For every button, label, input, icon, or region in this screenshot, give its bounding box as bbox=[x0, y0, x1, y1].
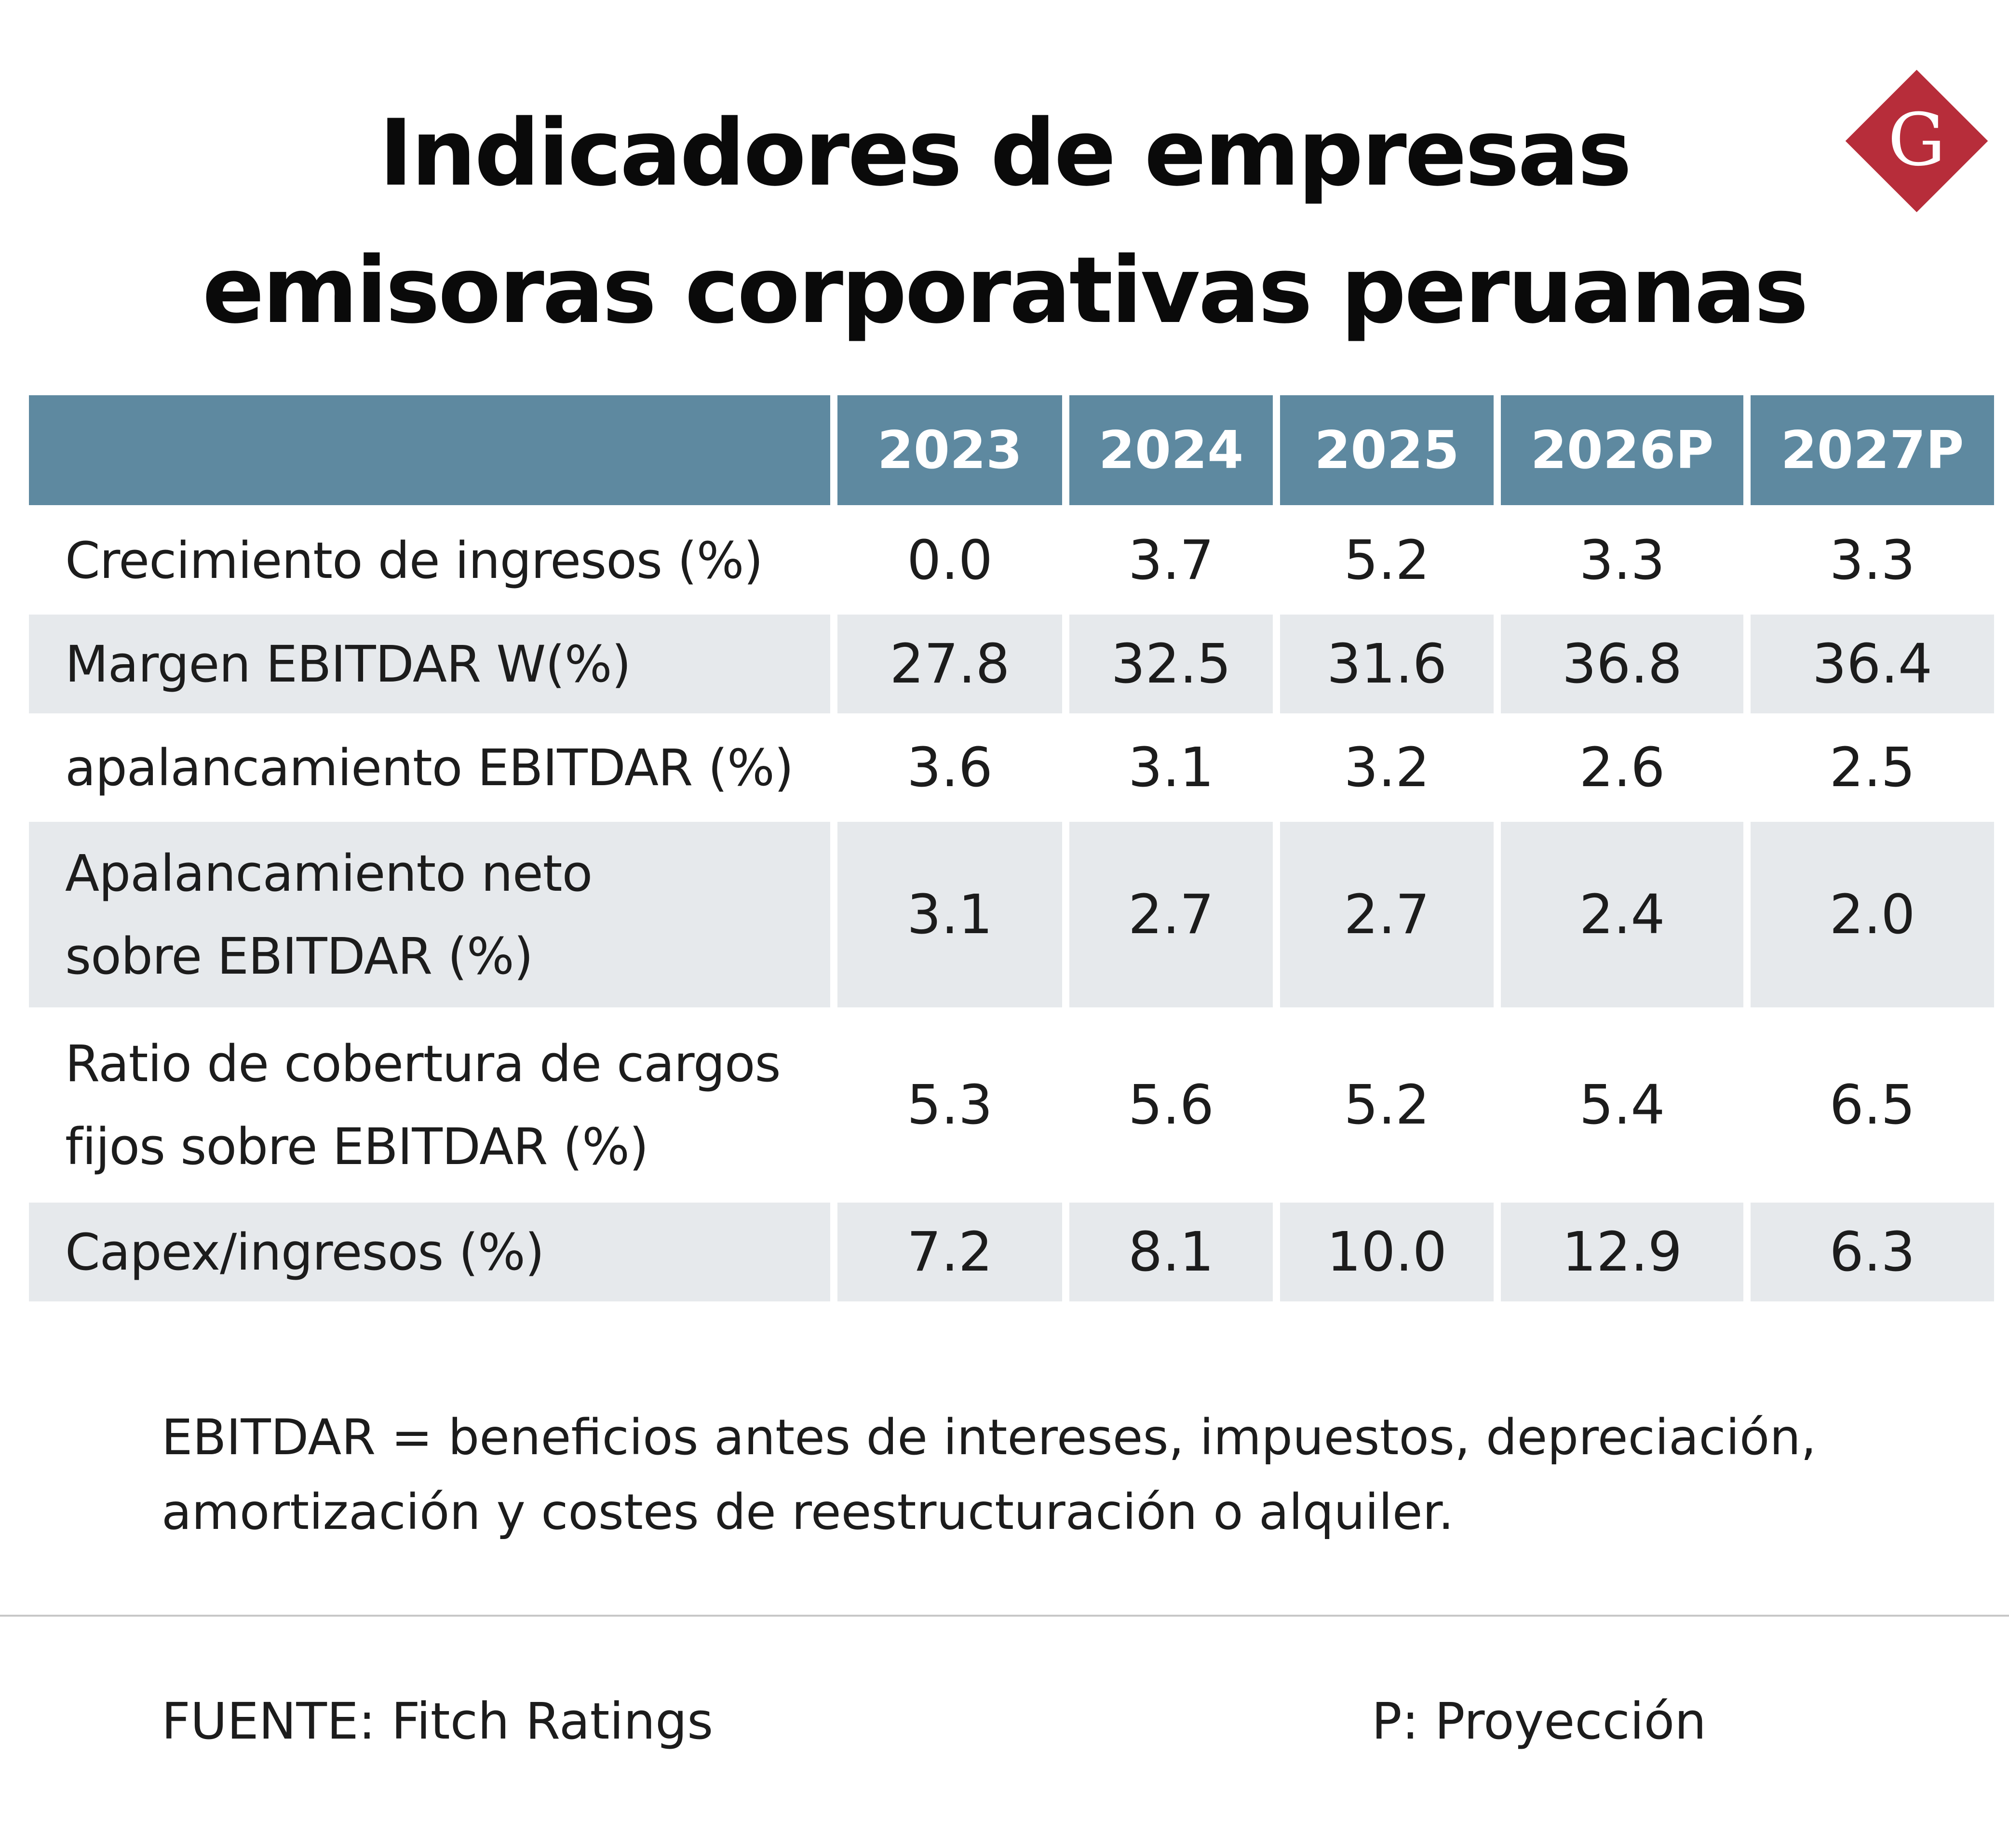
column-header-2026p: 2026P bbox=[1501, 395, 1743, 505]
table-cell-r2-2023: 27.8 bbox=[837, 615, 1062, 713]
header-label-cell bbox=[29, 395, 830, 505]
table-cell-r4-2024: 2.7 bbox=[1069, 822, 1273, 1007]
footnote-line-2: amortización y costes de reestructuració… bbox=[162, 1484, 1454, 1541]
table-cell-r3-2023: 3.6 bbox=[906, 736, 993, 799]
table-cell-r6-2024: 8.1 bbox=[1069, 1203, 1273, 1301]
table-cell-r6-2027p: 6.3 bbox=[1751, 1203, 1994, 1301]
table-cell-r2-2024: 32.5 bbox=[1069, 615, 1273, 713]
diamond-g-logo: G bbox=[1845, 69, 1988, 213]
table-cell-r6-2023: 7.2 bbox=[837, 1203, 1062, 1301]
table-cell-r1-2026p: 3.3 bbox=[1579, 529, 1665, 592]
footnote: EBITDAR = beneficios antes de intereses,… bbox=[162, 1400, 1897, 1550]
row-label-2: Margen EBITDAR W(%) bbox=[29, 615, 830, 713]
table-cell-r1-2024: 3.7 bbox=[1128, 529, 1214, 592]
table-cell-r1-2027p: 3.3 bbox=[1829, 529, 1915, 592]
table-cell-r4-2025: 2.7 bbox=[1280, 822, 1494, 1007]
table-cell-r3-2024: 3.1 bbox=[1128, 736, 1214, 799]
indicators-table: 2023 2024 2025 2026P 2027P Crecimiento de ing… bbox=[29, 395, 1994, 1311]
footnote-line-1: EBITDAR = beneficios antes de intereses,… bbox=[162, 1409, 1817, 1466]
table-cell-r5-2026p: 5.4 bbox=[1579, 1073, 1665, 1137]
row-label-4: Apalancamiento neto sobre EBITDAR (%) bbox=[29, 822, 830, 1007]
row-label-1: Crecimiento de ingresos (%) bbox=[65, 531, 763, 590]
row-label-3: apalancamiento EBITDAR (%) bbox=[65, 738, 794, 797]
table-cell-r3-2027p: 2.5 bbox=[1829, 736, 1915, 799]
table-cell-r3-2026p: 2.6 bbox=[1579, 736, 1665, 799]
table-cell-r4-2023: 3.1 bbox=[837, 822, 1062, 1007]
column-header-2024: 2024 bbox=[1069, 395, 1273, 505]
row-label-5: Ratio de cobertura de cargos fijos sobre… bbox=[65, 1034, 781, 1176]
table-cell-r5-2023: 5.3 bbox=[906, 1073, 993, 1137]
table-cell-r5-2025: 5.2 bbox=[1344, 1073, 1430, 1137]
source-note: FUENTE: Fitch Ratings bbox=[162, 1692, 714, 1751]
table-cell-r1-2023: 0.0 bbox=[906, 529, 993, 592]
table-cell-r5-2027p: 6.5 bbox=[1829, 1073, 1915, 1137]
table-cell-r4-2026p: 2.4 bbox=[1501, 822, 1743, 1007]
chart-title-line-1: Indicadores de empresas bbox=[378, 100, 1632, 206]
table-cell-r2-2027p: 36.4 bbox=[1751, 615, 1994, 713]
table-cell-r3-2025: 3.2 bbox=[1344, 736, 1430, 799]
chart-title: Indicadores de empresas emisoras corpora… bbox=[0, 84, 2009, 359]
column-header-2023: 2023 bbox=[837, 395, 1062, 505]
column-header-2025: 2025 bbox=[1280, 395, 1494, 505]
table-cell-r6-2025: 10.0 bbox=[1280, 1203, 1494, 1301]
projection-note: P: Proyección bbox=[1372, 1692, 1707, 1751]
logo-letter: G bbox=[1888, 98, 1946, 182]
table-cell-r2-2025: 31.6 bbox=[1280, 615, 1494, 713]
divider bbox=[0, 1615, 2009, 1617]
table-cell-r1-2025: 5.2 bbox=[1344, 529, 1430, 592]
table-cell-r6-2026p: 12.9 bbox=[1501, 1203, 1743, 1301]
row-label-6: Capex/ingresos (%) bbox=[29, 1203, 830, 1301]
table-cell-r4-2027p: 2.0 bbox=[1751, 822, 1994, 1007]
column-header-2027p: 2027P bbox=[1751, 395, 1994, 505]
table-cell-r5-2024: 5.6 bbox=[1128, 1073, 1214, 1137]
table-cell-r2-2026p: 36.8 bbox=[1501, 615, 1743, 713]
chart-title-line-2: emisoras corporativas peruanas bbox=[202, 237, 1809, 344]
logo-diamond-shape bbox=[1845, 69, 1988, 213]
